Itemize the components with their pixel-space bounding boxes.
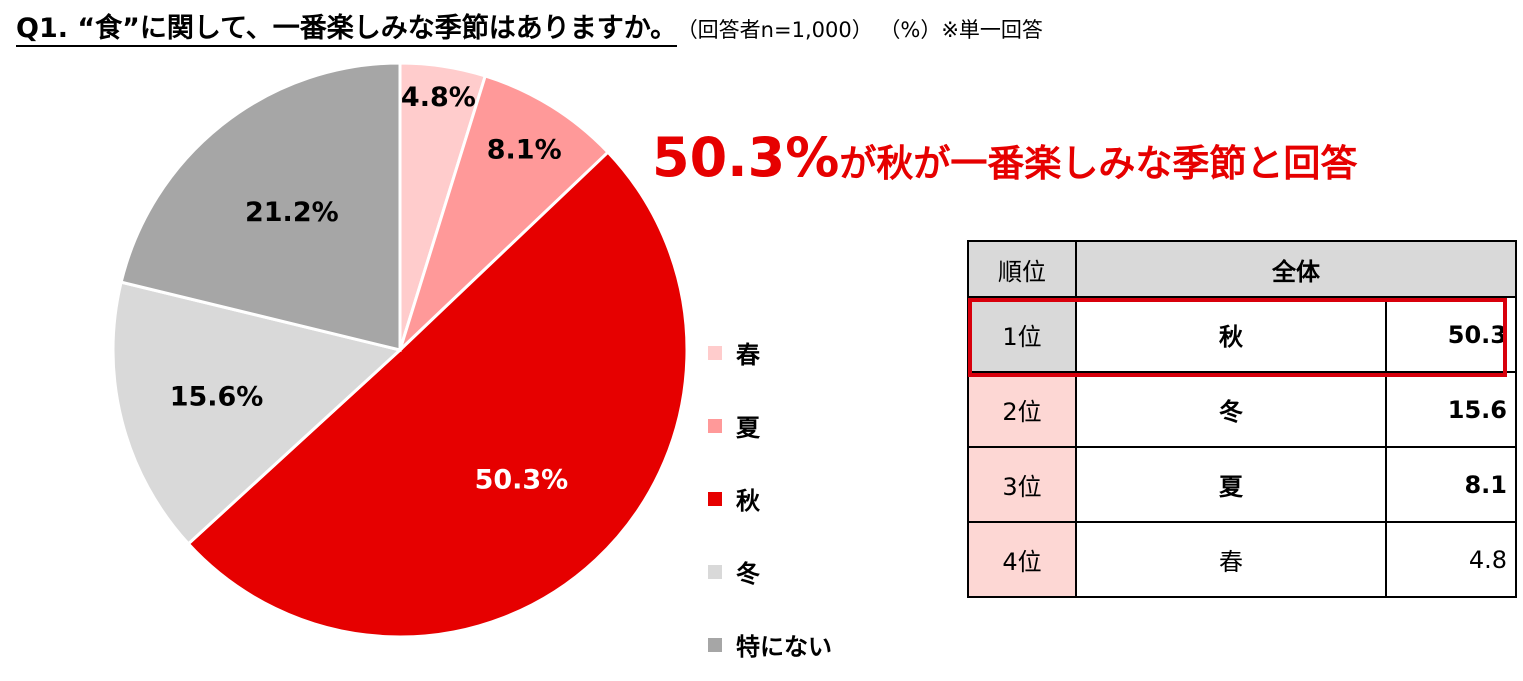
pie-slice-none [119, 61, 402, 352]
table-row: 4位 春 4.8 [967, 521, 1517, 598]
rank-cell: 3位 [967, 446, 1077, 523]
header-overall: 全体 [1075, 240, 1517, 298]
legend-label-none: 特にない [736, 633, 832, 661]
pie-label-autumn: 50.3% [475, 465, 569, 496]
legend-item-autumn: 秋 [708, 462, 832, 535]
season-cell: 夏 [1075, 446, 1387, 523]
rank-cell: 4位 [967, 521, 1077, 598]
legend: 春 夏 秋 冬 特にない [708, 316, 832, 681]
season-cell: 冬 [1075, 371, 1387, 448]
legend-label-summer: 夏 [736, 414, 760, 442]
pie-chart: 4.8% 8.1% 50.3% 15.6% 21.2% [111, 61, 689, 639]
legend-swatch-spring [708, 345, 722, 360]
rank-cell: 1位 [967, 296, 1077, 373]
legend-swatch-summer [708, 418, 722, 433]
value-cell: 8.1 [1385, 446, 1517, 523]
value-cell: 4.8 [1385, 521, 1517, 598]
value-cell: 15.6 [1385, 371, 1517, 448]
legend-label-spring: 春 [736, 341, 760, 369]
headline-text: が秋が一番楽しみな季節と回答 [839, 142, 1358, 185]
legend-item-summer: 夏 [708, 389, 832, 462]
pie-slice-summer [396, 74, 611, 356]
table-header-row: 順位 全体 [967, 240, 1517, 298]
pie-label-none: 21.2% [245, 197, 339, 228]
chart-title: Q1. “食”に関して、一番楽しみな季節はありますか。 （回答者n=1,000） … [16, 6, 1043, 47]
top-rank-highlight [968, 298, 1507, 377]
value-cell: 50.3 [1385, 296, 1517, 373]
legend-swatch-winter [708, 564, 722, 579]
pie-label-winter: 15.6% [170, 382, 264, 413]
season-cell: 春 [1075, 521, 1387, 598]
headline: 50.3%が秋が一番楽しみな季節と回答 [652, 126, 1357, 189]
legend-swatch-autumn [708, 491, 722, 506]
rank-cell: 2位 [967, 371, 1077, 448]
legend-label-autumn: 秋 [736, 487, 760, 515]
ranking-table: 順位 全体 1位 秋 50.3 2位 冬 15.6 3位 夏 8.1 4位 春 … [967, 240, 1517, 598]
table-row: 2位 冬 15.6 [967, 371, 1517, 448]
pie-label-spring: 4.8% [401, 82, 476, 113]
season-cell: 秋 [1075, 296, 1387, 373]
headline-value: 50.3% [652, 126, 840, 189]
question-text: Q1. “食”に関して、一番楽しみな季節はありますか。 [16, 13, 678, 47]
legend-item-none: 特にない [708, 608, 832, 681]
legend-item-winter: 冬 [708, 535, 832, 608]
respondent-note: （回答者n=1,000） （%）※単一回答 [687, 18, 1043, 42]
header-rank: 順位 [967, 240, 1077, 298]
legend-label-winter: 冬 [736, 560, 760, 588]
table-row: 3位 夏 8.1 [967, 446, 1517, 523]
pie-slice-winter [111, 280, 404, 546]
table-row: 1位 秋 50.3 [967, 296, 1517, 373]
legend-swatch-none [708, 637, 722, 652]
legend-item-spring: 春 [708, 316, 832, 389]
pie-slice-autumn [186, 150, 689, 639]
pie-label-summer: 8.1% [487, 135, 562, 166]
